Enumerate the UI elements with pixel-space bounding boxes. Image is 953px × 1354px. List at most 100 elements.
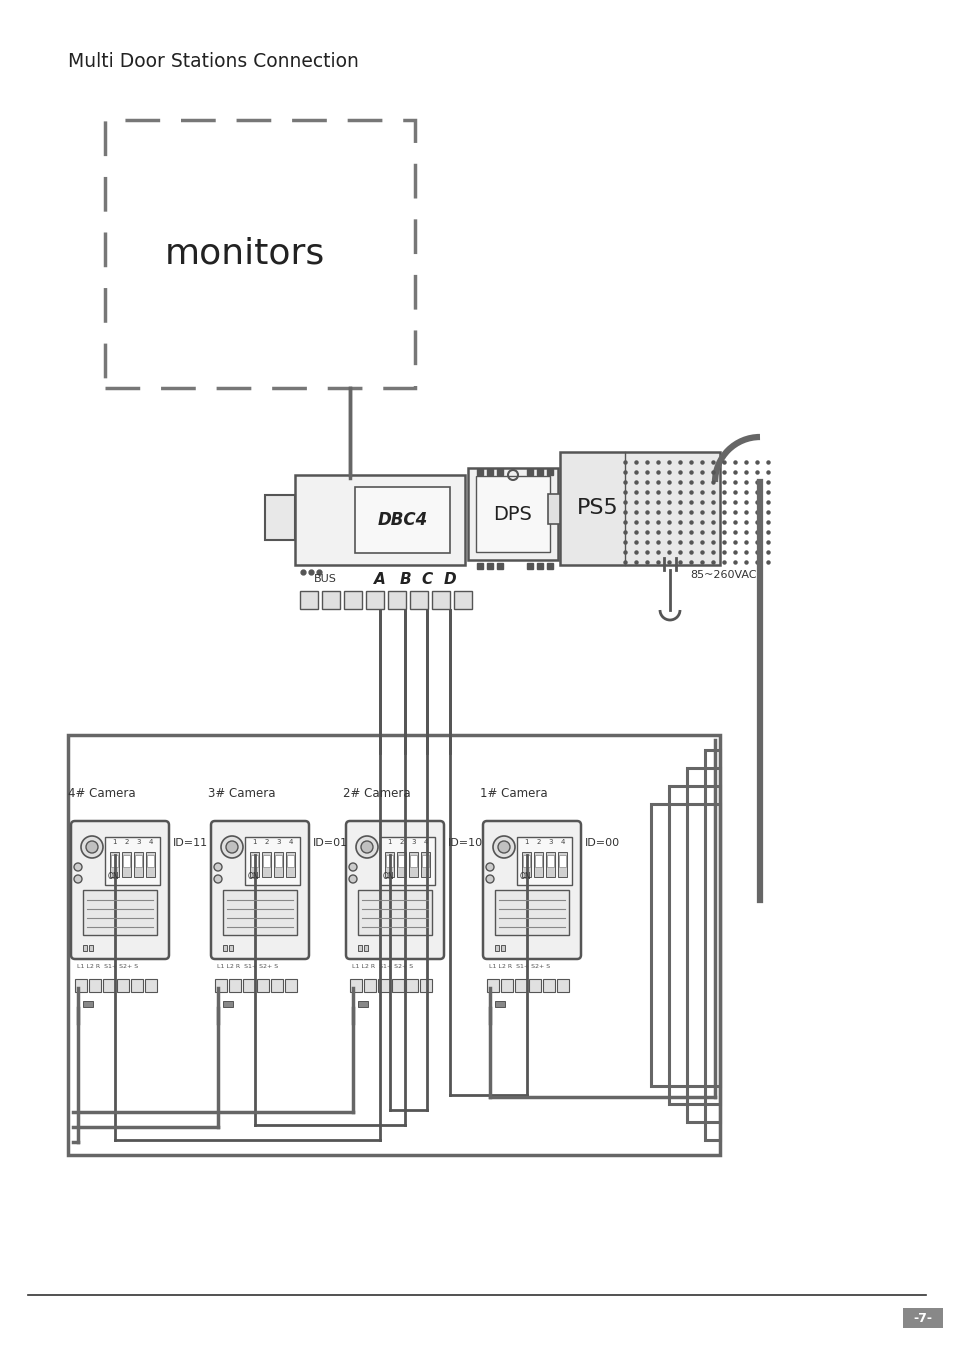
Bar <box>299 590 317 609</box>
Text: DBC4: DBC4 <box>377 510 427 529</box>
Circle shape <box>349 875 356 883</box>
FancyBboxPatch shape <box>71 821 169 959</box>
Bar <box>486 979 498 992</box>
Text: L1 L2 R  S1+ S2+ S: L1 L2 R S1+ S2+ S <box>489 964 550 969</box>
Bar <box>287 854 294 867</box>
Text: 1# Camera: 1# Camera <box>479 787 547 800</box>
Text: 1: 1 <box>524 839 528 845</box>
Bar <box>529 979 540 992</box>
Bar <box>75 979 87 992</box>
Bar <box>131 979 143 992</box>
Bar <box>265 496 294 540</box>
Bar <box>364 945 368 951</box>
Text: B: B <box>398 571 411 586</box>
Text: 3: 3 <box>411 839 416 845</box>
Text: 1: 1 <box>252 839 256 845</box>
Bar <box>545 852 555 877</box>
Bar <box>476 477 550 552</box>
Bar <box>419 979 432 992</box>
Bar <box>521 852 531 877</box>
Bar <box>495 945 498 951</box>
Bar <box>133 852 143 877</box>
Bar <box>110 852 119 877</box>
FancyBboxPatch shape <box>346 821 443 959</box>
Bar <box>122 852 131 877</box>
FancyBboxPatch shape <box>482 821 580 959</box>
Bar <box>145 979 157 992</box>
Text: 3# Camera: 3# Camera <box>208 787 275 800</box>
Bar <box>495 890 568 936</box>
Bar <box>357 945 361 951</box>
Bar <box>517 837 572 886</box>
Bar <box>558 852 566 877</box>
Circle shape <box>81 835 103 858</box>
Bar <box>357 1001 368 1007</box>
Bar <box>495 1001 504 1007</box>
Circle shape <box>221 835 243 858</box>
Circle shape <box>74 862 82 871</box>
Bar <box>146 852 154 877</box>
Bar <box>123 854 130 867</box>
Text: 3: 3 <box>548 839 552 845</box>
Text: 2: 2 <box>124 839 129 845</box>
Bar <box>243 979 254 992</box>
Bar <box>515 979 526 992</box>
Bar <box>83 945 87 951</box>
Circle shape <box>360 841 373 853</box>
Bar <box>147 854 153 867</box>
Circle shape <box>493 835 515 858</box>
Circle shape <box>226 841 237 853</box>
Text: -7-: -7- <box>913 1312 931 1324</box>
Bar <box>535 854 541 867</box>
Circle shape <box>485 862 494 871</box>
Text: 2: 2 <box>399 839 403 845</box>
Circle shape <box>355 835 377 858</box>
Text: 3: 3 <box>136 839 141 845</box>
Bar <box>522 854 530 867</box>
Bar <box>392 979 403 992</box>
Text: ID=10: ID=10 <box>448 838 482 848</box>
Text: 4: 4 <box>288 839 293 845</box>
Circle shape <box>349 862 356 871</box>
Text: 4# Camera: 4# Camera <box>68 787 135 800</box>
Bar <box>410 590 428 609</box>
Bar <box>902 1308 942 1328</box>
Text: ID=01: ID=01 <box>313 838 348 848</box>
Bar <box>500 945 504 951</box>
FancyBboxPatch shape <box>211 821 309 959</box>
Bar <box>454 590 472 609</box>
Bar <box>364 979 375 992</box>
Bar <box>274 854 282 867</box>
Bar <box>432 590 450 609</box>
Bar <box>322 590 339 609</box>
Bar <box>500 979 513 992</box>
Bar <box>229 945 233 951</box>
Bar <box>686 768 720 1122</box>
Text: ID=11: ID=11 <box>172 838 208 848</box>
Bar <box>286 852 294 877</box>
Bar <box>229 979 241 992</box>
Bar <box>105 837 160 886</box>
Text: L1 L2 R  S1+ S2+ S: L1 L2 R S1+ S2+ S <box>352 964 413 969</box>
Circle shape <box>497 841 510 853</box>
Bar <box>117 979 129 992</box>
Bar <box>274 852 283 877</box>
Text: D: D <box>443 571 456 586</box>
Text: DPS: DPS <box>493 505 532 524</box>
Text: 2# Camera: 2# Camera <box>343 787 411 800</box>
Text: 85~260VAC: 85~260VAC <box>689 570 756 580</box>
Text: ON: ON <box>108 872 119 881</box>
Text: 1: 1 <box>387 839 392 845</box>
Bar <box>103 979 115 992</box>
Bar <box>223 1001 233 1007</box>
Bar <box>350 979 361 992</box>
Bar <box>385 852 394 877</box>
Bar <box>245 837 299 886</box>
Bar <box>263 854 270 867</box>
Text: A: A <box>374 571 385 586</box>
Text: ID=00: ID=00 <box>584 838 619 848</box>
Bar <box>668 787 720 1104</box>
Bar <box>223 890 296 936</box>
Bar <box>344 590 361 609</box>
Bar <box>357 890 432 936</box>
